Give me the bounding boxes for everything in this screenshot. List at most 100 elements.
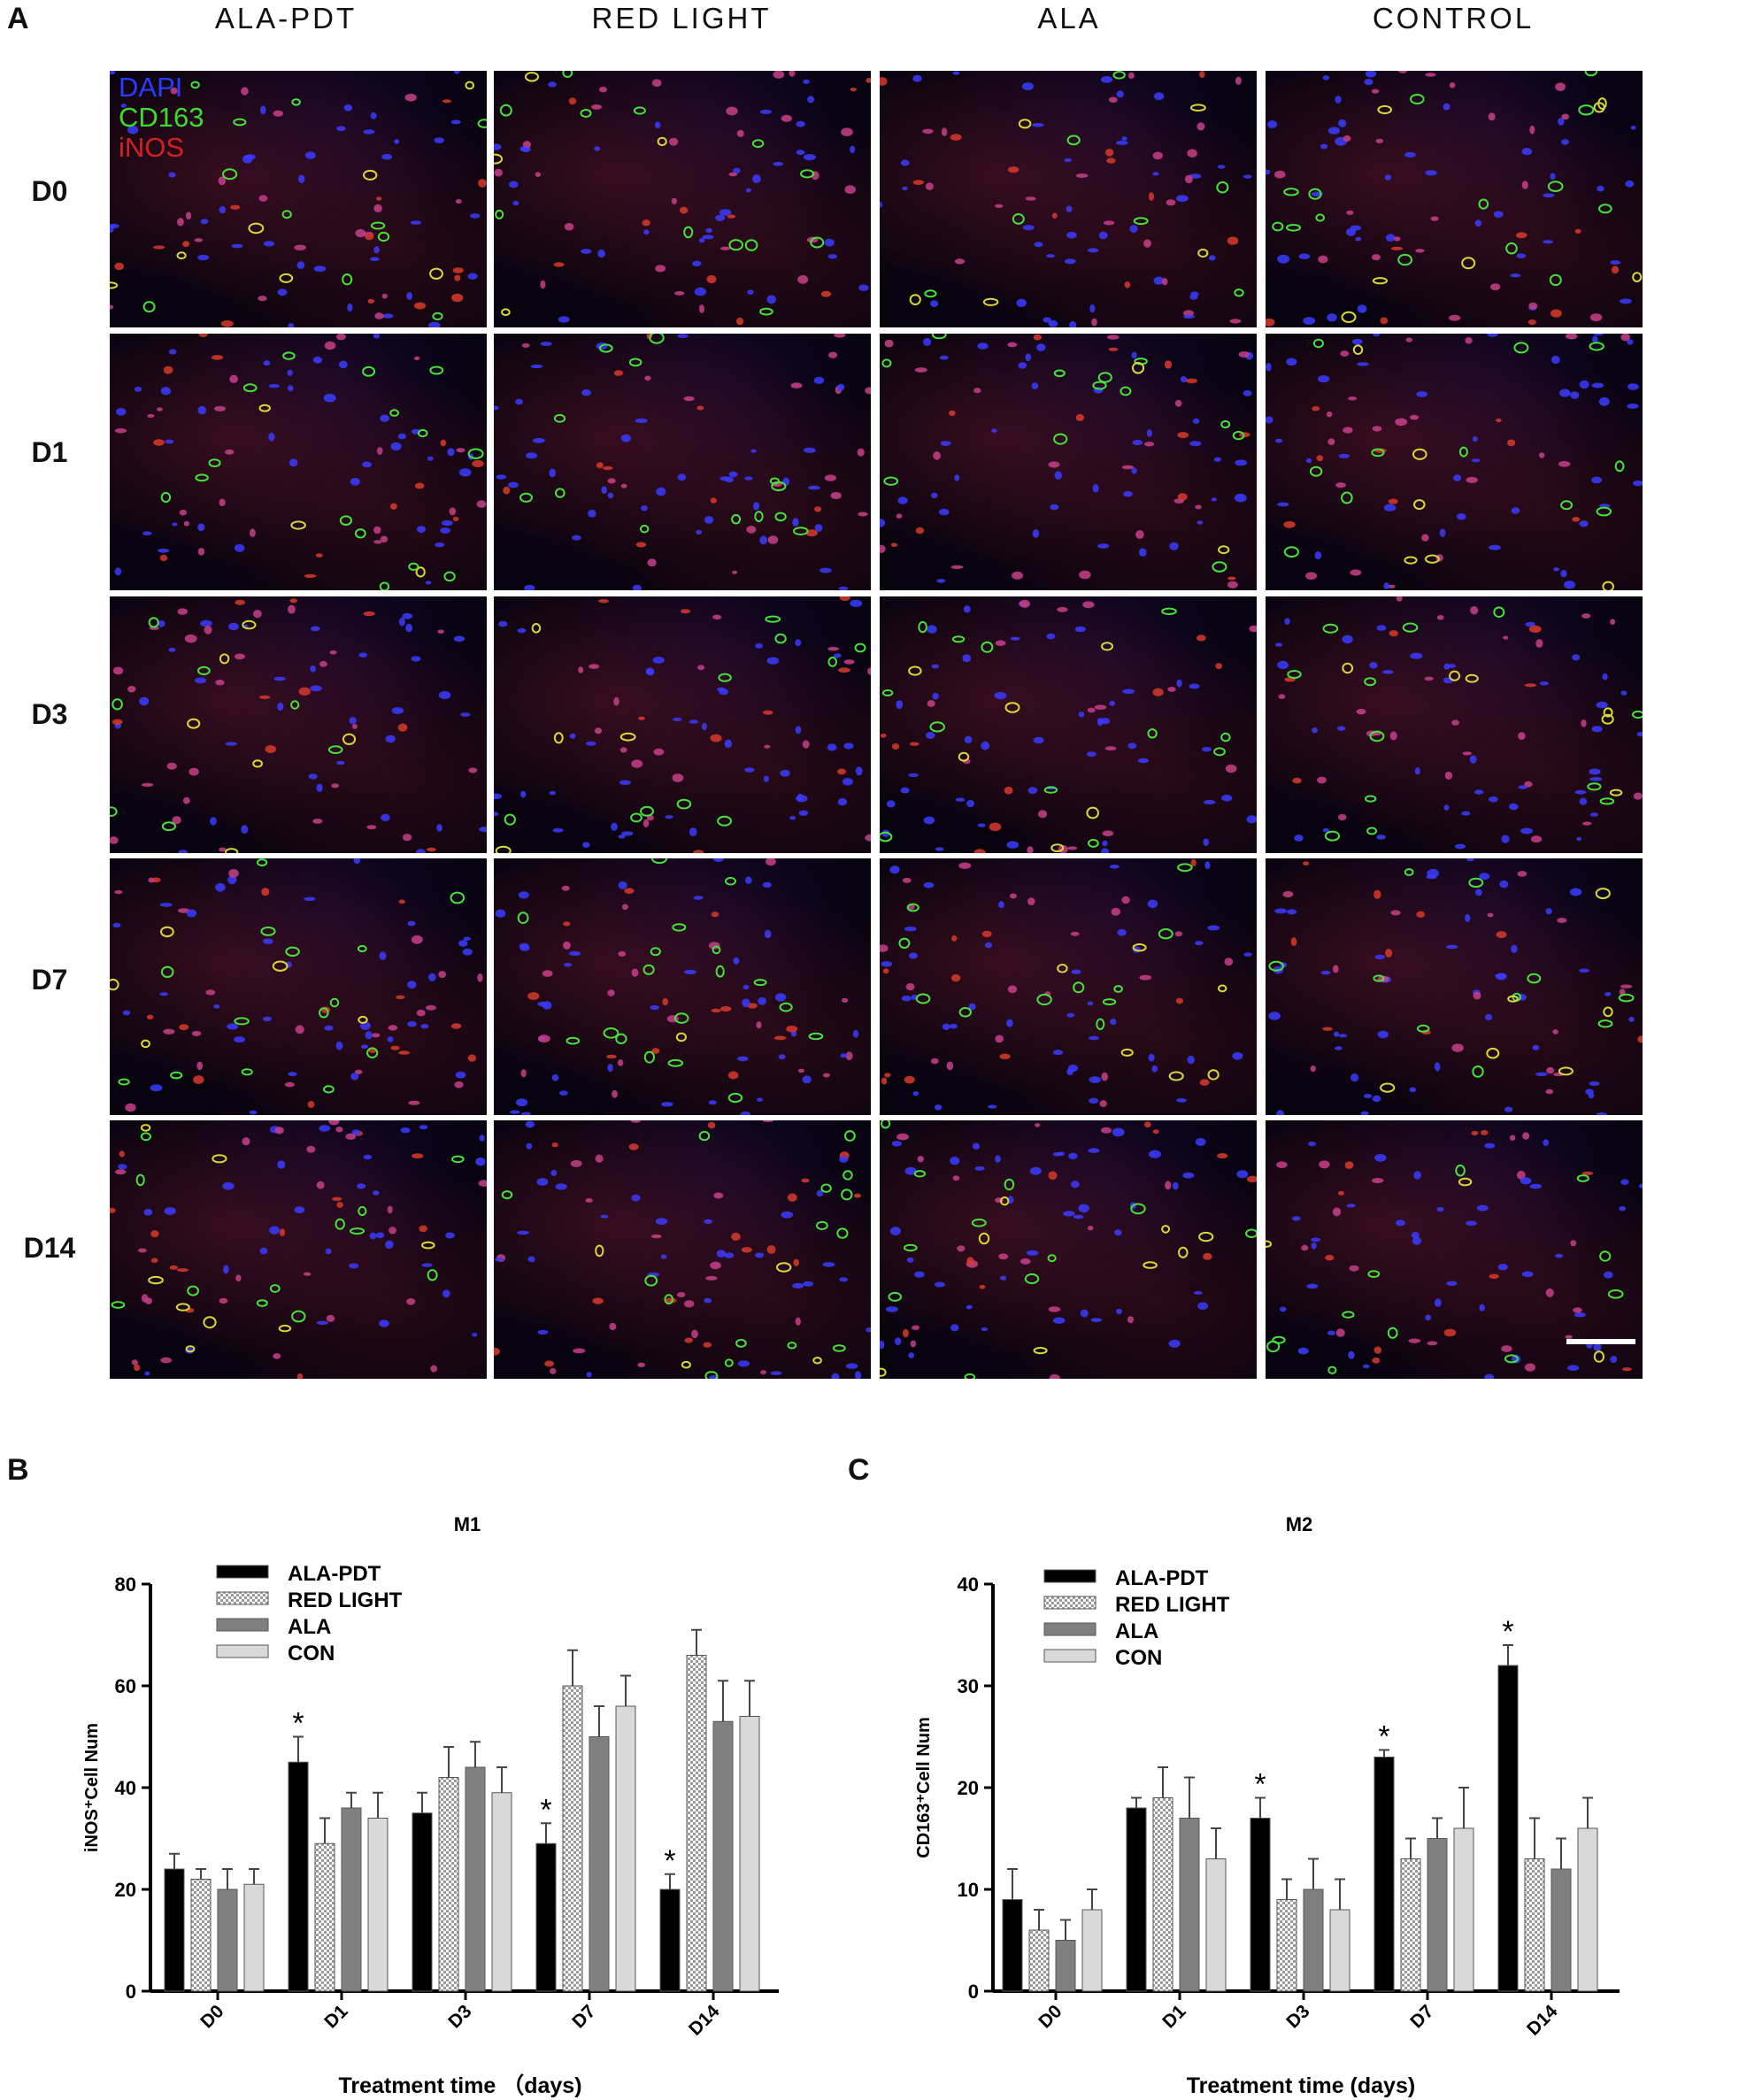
row-label-d14: D14: [23, 1232, 76, 1264]
m1-title: M1: [454, 1513, 481, 1535]
micrograph-d14-red-light: [494, 1120, 871, 1379]
m1-xtick-label: D7: [568, 2001, 599, 2032]
micrograph-d3-red-light: [494, 596, 871, 853]
m1-bar-d3-ala: [465, 1766, 486, 1992]
m1-bar-d0-ala-pdt: [164, 1868, 185, 1992]
m2-bar-d1-ala: [1179, 1818, 1200, 1992]
m2-legend-label-con: CON: [1115, 1646, 1162, 1670]
m1-xtick-label: D3: [444, 2001, 475, 2032]
m1-ytick-label: 40: [115, 1777, 136, 1799]
m1-bar-d7-red-light: [562, 1685, 583, 1992]
m2-ytick-label: 0: [968, 1981, 979, 2003]
m2-bar-d1-con: [1205, 1858, 1227, 1992]
m1-xtick-label: D1: [320, 2001, 351, 2032]
m1-bar-d1-con: [367, 1818, 389, 1992]
m2-legend-swatch-red-light: [1043, 1596, 1096, 1610]
m2-bar-d3-red-light: [1276, 1899, 1297, 1992]
m2-ytick-label: 30: [958, 1675, 979, 1697]
m1-ytick-label: 20: [115, 1879, 136, 1901]
m2-legend-label-ala: ALA: [1115, 1619, 1158, 1643]
m1-legend-label-ala: ALA: [288, 1615, 331, 1639]
m1-bar-d14-con: [739, 1716, 760, 1992]
m2-significance-mark: *: [1502, 1615, 1513, 1649]
m2-legend-label-ala-pdt: ALA-PDT: [1115, 1566, 1209, 1590]
micrograph-d14-control: [1266, 1120, 1643, 1379]
m2-bar-d7-con: [1453, 1827, 1474, 1992]
micrograph-d0-ala-pdt: [110, 71, 487, 327]
m2-xlabel: Treatment time (days): [1187, 2073, 1415, 2098]
m1-bar-d3-con: [491, 1792, 512, 1992]
m1-ylabel: iNOS⁺Cell Num: [82, 1723, 102, 1852]
micrograph-d0-ala: [880, 71, 1257, 327]
m2-xtick-label: D1: [1158, 2001, 1189, 2032]
m1-significance-mark: *: [664, 1844, 675, 1878]
m2-legend-swatch-ala-pdt: [1043, 1569, 1096, 1583]
m1-bar-d7-ala: [589, 1736, 610, 1992]
micrograph-d3-control: [1266, 596, 1643, 853]
m2-legend-swatch-con: [1043, 1649, 1096, 1663]
m1-bar-d3-ala-pdt: [412, 1812, 433, 1992]
m2-legend-label-red-light: RED LIGHT: [1115, 1593, 1230, 1617]
m2-bar-d7-ala-pdt: [1374, 1757, 1395, 1992]
micrograph-d7-red-light: [494, 858, 871, 1115]
m1-bar-d1-ala: [341, 1807, 362, 1992]
m2-bar-d0-con: [1081, 1909, 1103, 1992]
m1-bar-d14-ala: [712, 1720, 734, 1992]
m1-xlabel: Treatment time （days): [338, 2073, 581, 2098]
row-label-d7: D7: [31, 964, 68, 996]
m2-significance-mark: *: [1254, 1768, 1266, 1802]
m1-legend-swatch-con: [216, 1644, 269, 1658]
column-header-ala: ALA: [1037, 2, 1101, 35]
m1-xtick-label: D0: [196, 2001, 227, 2032]
m2-bar-d0-ala: [1055, 1940, 1076, 1992]
m1-significance-mark: *: [292, 1707, 304, 1741]
m1-bar-d0-red-light: [190, 1879, 212, 1992]
micrograph-d1-ala-pdt: [110, 334, 487, 590]
m1-bar-d3-red-light: [438, 1777, 459, 1992]
micrograph-d1-red-light: [494, 334, 871, 590]
micrograph-d1-ala: [880, 334, 1257, 590]
m2-significance-mark: *: [1378, 1719, 1389, 1753]
row-label-d1: D1: [31, 436, 68, 468]
m1-ytick-label: 60: [115, 1675, 136, 1697]
m1-bar-d1-ala-pdt: [288, 1761, 309, 1992]
m1-bar-d7-con: [615, 1705, 636, 1992]
m1-significance-mark: *: [540, 1793, 551, 1827]
m1-legend-label-ala-pdt: ALA-PDT: [288, 1562, 381, 1586]
m2-xtick-label: D0: [1035, 2001, 1066, 2032]
stain-legend-inos: iNOS: [119, 132, 185, 163]
chart-m1: M1 0 20 40 60 80 iNOS⁺Cell Num D0 * D1 D3 * D7 * D14 Tr…: [82, 1513, 779, 2098]
m2-bar-d14-ala: [1550, 1868, 1572, 1992]
column-header-ala-pdt: ALA-PDT: [214, 2, 358, 35]
m1-bar-d0-con: [243, 1883, 265, 1992]
stain-legend-cd163: CD163: [119, 102, 204, 133]
micrograph-d3-ala-pdt: [110, 596, 487, 853]
micrograph-d14-ala-pdt: [110, 1120, 487, 1379]
micrograph-d7-ala-pdt: [110, 858, 487, 1115]
m2-bar-d3-con: [1329, 1909, 1350, 1992]
m2-bar-d7-ala: [1427, 1838, 1448, 1992]
m2-bar-d3-ala: [1303, 1888, 1324, 1992]
panel-b-letter: B: [7, 1453, 29, 1487]
m2-xtick-label: D3: [1282, 2001, 1313, 2032]
m1-bar-d0-ala: [217, 1888, 238, 1992]
micrograph-d7-ala: [880, 858, 1257, 1115]
m2-ytick-label: 40: [958, 1573, 979, 1596]
row-label-d0: D0: [31, 175, 68, 207]
m2-ytick-label: 10: [958, 1879, 979, 1901]
m2-bar-d14-ala-pdt: [1497, 1665, 1519, 1992]
m2-title: M2: [1286, 1513, 1313, 1535]
micrograph-d1-control: [1266, 334, 1643, 590]
column-header-control: CONTROL: [1372, 2, 1535, 35]
m2-ylabel: CD163⁺Cell Num: [914, 1717, 934, 1858]
m1-bar-d7-ala-pdt: [535, 1842, 557, 1992]
m2-bar-d14-con: [1577, 1827, 1598, 1992]
panel-a-letter: A: [7, 2, 29, 35]
m1-bar-d1-red-light: [314, 1842, 335, 1992]
m2-bar-d3-ala-pdt: [1250, 1818, 1271, 1992]
m1-bar-d14-red-light: [686, 1655, 707, 1992]
m1-legend-swatch-red-light: [216, 1591, 269, 1605]
m2-legend-swatch-ala: [1043, 1622, 1096, 1636]
row-label-d3: D3: [31, 698, 68, 730]
m2-xtick-label: D14: [1523, 2001, 1562, 2040]
